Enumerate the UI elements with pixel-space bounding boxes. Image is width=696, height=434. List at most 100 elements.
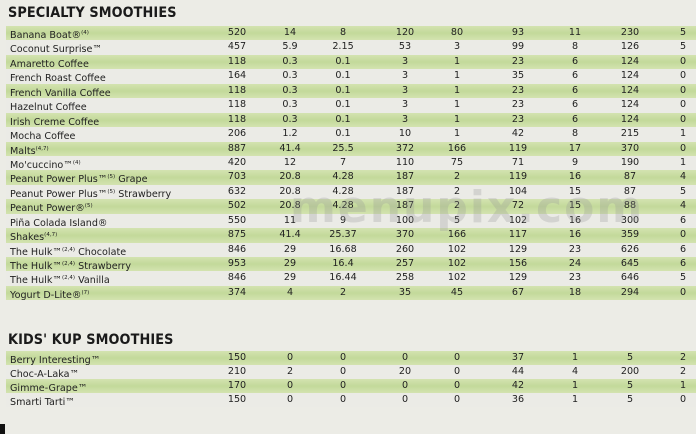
nutrition-value: 118	[227, 84, 247, 96]
nutrition-value: 2	[679, 366, 687, 377]
item-name: Piña Colada Island®	[10, 214, 108, 231]
nutrition-value: 124	[620, 99, 640, 111]
item-name: Peanut Power Plus™(5) Grape	[10, 170, 148, 187]
nutrition-value: 3	[401, 84, 409, 96]
nutrition-value: 5	[626, 380, 634, 391]
nutrition-value: 15	[568, 185, 582, 197]
nutrition-value: 93	[511, 27, 525, 38]
item-name-text: Yogurt D-Lite®	[10, 289, 82, 301]
nutrition-value: 18	[568, 286, 582, 298]
footnote-ref: (5)	[107, 174, 116, 181]
nutrition-value: 1	[679, 156, 687, 168]
nutrition-value: 187	[395, 185, 415, 197]
nutrition-value: 4	[679, 171, 687, 183]
nutrition-value: 0	[286, 352, 294, 363]
item-name: Banana Boat®(4)	[10, 26, 89, 43]
nutrition-value: 150	[227, 394, 247, 405]
item-name-text: Peanut Power Plus™	[10, 188, 108, 200]
nutrition-value: 166	[447, 229, 467, 241]
nutrition-value: 20.8	[279, 185, 301, 197]
nutrition-value: 35	[511, 70, 525, 82]
specialty-smoothies-table: Banana Boat®(4) 520 14 8 120 80 93 11 230 5 Coconu…	[6, 26, 696, 301]
nutrition-value: 645	[620, 258, 640, 269]
table-row: Banana Boat®(4) 520 14 8 120 80 93 11 230 5	[6, 26, 696, 43]
nutrition-value: 1	[453, 113, 461, 125]
table-row: Peanut Power Plus™(5) Grape 703 20.8 4.28 18…	[6, 170, 696, 187]
item-name-text: Piña Colada Island®	[10, 217, 108, 229]
page-edge-mark	[0, 424, 5, 434]
nutrition-value: 71	[511, 156, 525, 168]
nutrition-value: 6	[571, 55, 579, 67]
item-name: Amaretto Coffee	[10, 55, 89, 72]
nutrition-value: 5	[626, 394, 634, 405]
nutrition-value: 1	[571, 352, 579, 363]
nutrition-value: 20.8	[279, 171, 301, 183]
nutrition-value: 5	[679, 41, 687, 53]
footnote-ref: (5)	[107, 188, 116, 195]
nutrition-value: 29	[283, 243, 297, 255]
nutrition-value: 5	[679, 27, 687, 38]
nutrition-value: 17	[568, 142, 582, 154]
nutrition-value: 110	[395, 156, 415, 168]
nutrition-value: 29	[283, 272, 297, 284]
nutrition-value: 215	[620, 128, 640, 140]
nutrition-value: 4.28	[332, 171, 354, 183]
item-name-text: The Hulk™	[10, 275, 63, 287]
nutrition-value: 294	[620, 286, 640, 298]
nutrition-value: 120	[395, 27, 415, 38]
nutrition-value: 5	[679, 185, 687, 197]
nutrition-value: 0	[401, 394, 409, 405]
table-row: The Hulk™(2,4) Chocolate 846 29 16.68 260 102…	[6, 242, 696, 258]
nutrition-value: 166	[447, 142, 467, 154]
nutrition-value: 5	[453, 214, 461, 226]
table-row: Gimme-Grape™ 170 0 0 0 0 42 1 5 1	[6, 379, 696, 394]
table-row: Choc-A-Laka™ 210 2 0 20 0 44 4 200 2	[6, 365, 696, 380]
footnote-ref: (2,4)	[62, 275, 76, 282]
item-name-text: The Hulk™	[10, 246, 63, 258]
nutrition-value: 4.28	[332, 185, 354, 197]
nutrition-value: 0.3	[282, 55, 298, 67]
item-name-text: Gimme-Grape™	[10, 383, 88, 394]
item-name: French Roast Coffee	[10, 69, 106, 86]
table-row: Piña Colada Island® 550 11 9 100 5 102 16 300 6	[6, 213, 696, 231]
nutrition-value: 5.9	[282, 41, 298, 53]
nutrition-value: 8	[339, 27, 347, 38]
nutrition-value: 0	[679, 394, 687, 405]
nutrition-value: 420	[227, 156, 247, 168]
item-name-text: Banana Boat®	[10, 30, 82, 41]
nutrition-value: 104	[508, 185, 528, 197]
item-name: The Hulk™(2,4) Strawberry	[10, 257, 131, 274]
footnote-ref: (5)	[84, 203, 93, 210]
table-row: Yogurt D-Lite®(7) 374 4 2 35 45 67 18 294 0	[6, 285, 696, 301]
nutrition-value: 632	[227, 185, 247, 197]
nutrition-value: 2	[453, 171, 461, 183]
nutrition-value: 1	[453, 99, 461, 111]
nutrition-value: 0	[401, 380, 409, 391]
nutrition-value: 15	[568, 200, 582, 212]
table-row: The Hulk™(2,4) Strawberry 953 29 16.4 257 102…	[6, 257, 696, 274]
table-row: French Roast Coffee 164 0.3 0.1 3 1 35 6 124 0	[6, 69, 696, 86]
nutrition-value: 6	[571, 113, 579, 125]
nutrition-value: 10	[398, 128, 412, 140]
footnote-ref: (4,7)	[35, 145, 49, 152]
nutrition-value: 210	[227, 366, 247, 377]
nutrition-value: 42	[511, 128, 525, 140]
nutrition-value: 6	[571, 84, 579, 96]
nutrition-value: 1	[571, 394, 579, 405]
nutrition-value: 0	[453, 394, 461, 405]
item-name-text: Peanut Power®	[10, 203, 85, 215]
nutrition-value: 126	[620, 41, 640, 53]
nutrition-value: 14	[283, 27, 297, 38]
nutrition-value: 41.4	[279, 229, 301, 241]
section-title-kids: KIDS' KUP SMOOTHIES	[8, 332, 174, 348]
nutrition-value: 258	[395, 272, 415, 284]
nutrition-value: 23	[568, 272, 582, 284]
item-name-text: Coconut Surprise™	[10, 44, 102, 56]
nutrition-value: 100	[395, 214, 415, 226]
nutrition-value: 502	[227, 200, 247, 212]
nutrition-value: 0.3	[282, 113, 298, 125]
nutrition-value: 0	[339, 380, 347, 391]
nutrition-value: 12	[283, 156, 297, 168]
nutrition-value: 6	[679, 214, 687, 226]
footnote-ref: (2,4)	[62, 261, 76, 267]
